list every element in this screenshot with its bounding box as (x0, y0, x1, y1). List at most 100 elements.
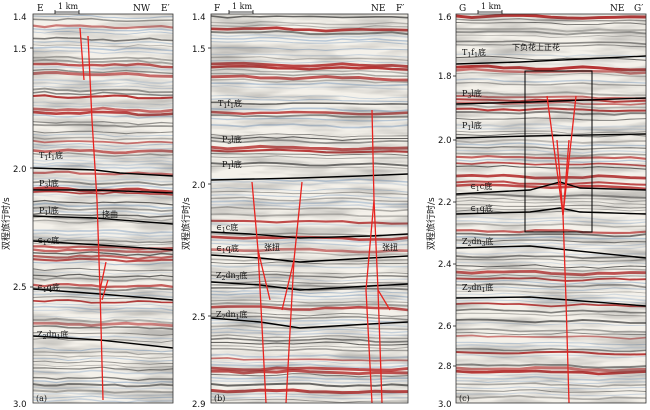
panel-c-left-label: G (459, 4, 466, 14)
fault-c-3 (556, 139, 564, 216)
panel-c-tick-2.8: 2.8 (438, 362, 452, 372)
horizon-label-p1l: P1l底 (222, 159, 242, 171)
fault-b-6 (365, 199, 375, 403)
horizon-a-t1f1 (33, 167, 173, 177)
panel-a: E NW E′ 1 km 1.4 1.5 2.0 2.5 3.0 双程旅行时/s… (0, 2, 174, 410)
horizon-label-p3l: P3l底 (39, 178, 59, 190)
panel-b-annotation-transtension-1: 张扭 (264, 242, 280, 252)
horizon-label-t1f1: T1f1底 (218, 98, 242, 110)
horizon-label-p3l: P3l底 (462, 88, 482, 100)
horizon-label-e1c: ∈1c底 (37, 235, 59, 247)
panel-a-tick-2.5: 2.5 (13, 283, 27, 293)
horizon-label-e1q: ∈1q底 (470, 203, 493, 215)
panel-c-right-label: G′ (634, 4, 643, 14)
horizon-c-e1q (456, 207, 646, 215)
panel-b-annotation-transtension-2: 张扭 (382, 242, 398, 252)
horizon-label-p1l: P1l底 (39, 205, 59, 217)
horizon-a-z2dn1 (33, 335, 173, 349)
horizon-c-z2dn3 (456, 245, 646, 259)
panel-c: G NE G′ 1 km 1.6 1.8 2.0 2.2 2.4 2.6 2.8… (425, 2, 647, 410)
fault-b-7 (377, 289, 391, 311)
panel-c-tick-2.2: 2.2 (438, 198, 452, 208)
horizon-label-z2dn1: Z2dn1底 (216, 309, 248, 321)
horizon-a-e1c (33, 240, 173, 251)
fault-c-1 (546, 95, 564, 216)
horizon-label-e1q: ∈1q底 (216, 243, 239, 255)
panel-a-y-axis-title: 双程旅行时/s (0, 197, 12, 250)
panel-b-y-axis-title: 双程旅行时/s (180, 197, 192, 250)
horizon-a-p3l (33, 189, 173, 194)
panel-c-tick-1.6: 1.6 (438, 13, 452, 23)
horizon-label-p1l: P1l底 (462, 120, 482, 132)
panel-c-annotation-flower: 下负花上正花 (512, 42, 560, 52)
panel-b-horizon-labels: T1f1底 P3l底 P1l底 ∈1c底 ∈1q底 Z2dn3底 Z2dn1底 (216, 98, 248, 321)
fault-a-main (87, 35, 104, 401)
panel-a-tick-2.0: 2.0 (13, 165, 27, 175)
fault-a-branch-3 (101, 279, 109, 301)
svg-text:1 km: 1 km (481, 2, 501, 11)
panel-a-faults (79, 27, 109, 401)
panel-b-scale-bar: 1 km (228, 2, 254, 14)
panel-c-label: (c) (459, 394, 470, 403)
panel-a-tick-3.0: 3.0 (13, 400, 27, 410)
horizon-b-z2dn3 (211, 281, 408, 291)
panel-b-faults (251, 109, 391, 403)
horizon-label-z2dn1: Z2dn1底 (37, 329, 69, 341)
fault-b-3 (257, 249, 271, 301)
horizon-label-e1q: ∈1q底 (37, 282, 60, 294)
panel-a-direction: NW (133, 4, 151, 14)
horizon-a-p1l (33, 215, 173, 225)
panel-c-tick-2.4: 2.4 (438, 260, 452, 270)
horizon-b-e1q (211, 254, 408, 263)
panel-b-tick-1.4: 1.4 (192, 13, 206, 23)
horizon-c-p1l (456, 133, 646, 139)
flower-structure-box (524, 70, 593, 233)
panel-b-frame (210, 13, 409, 404)
panel-c-tick-2.6: 2.6 (438, 322, 452, 332)
horizon-label-p3l: P3l底 (222, 134, 242, 146)
panel-b-tick-2.0: 2.0 (192, 181, 206, 191)
fault-c-main (562, 214, 570, 403)
fault-a-branch-1 (79, 27, 85, 81)
panel-c-tick-2.0: 2.0 (438, 136, 452, 146)
panel-a-horizon-labels: T1f1底 P3l底 P1l底 ∈1c底 ∈1q底 Z2dn1底 (37, 150, 69, 341)
panel-a-left-label: E (37, 4, 44, 14)
panel-b: F NE F′ 1 km 1.4 1.5 2.0 2.5 2.9 双程旅行时/s… (180, 2, 409, 410)
panel-c-scale-bar: 1 km (477, 2, 503, 14)
panel-b-tick-2.5: 2.5 (192, 313, 206, 323)
horizon-b-e1c (211, 231, 408, 239)
panel-b-tick-2.9: 2.9 (192, 400, 206, 410)
panel-a-label: (a) (36, 394, 47, 403)
horizon-c-t1f1 (456, 55, 646, 65)
panel-a-tick-1.4: 1.4 (13, 13, 27, 23)
horizon-label-e1c: ∈1c底 (216, 222, 238, 234)
panel-a-annotation-flexure: 挠曲 (102, 209, 118, 219)
panel-b-noise (211, 14, 408, 403)
fault-a-branch-2 (99, 261, 107, 291)
horizon-c-z2dn1 (456, 296, 646, 307)
panel-a-scale-bar: 1 km (54, 2, 80, 14)
horizon-label-z2dn1: Z2dn1底 (462, 282, 494, 294)
panel-a-noise (33, 14, 173, 403)
horizon-label-z2dn3: Z2dn3底 (462, 236, 494, 248)
panel-b-horizons (211, 173, 408, 329)
panel-b-tick-1.5: 1.5 (192, 45, 206, 55)
horizon-b-z2dn1 (211, 317, 408, 329)
horizon-label-t1f1: T1f1底 (39, 150, 63, 162)
horizon-label-t1f1: T1f1底 (462, 47, 486, 59)
svg-text:1 km: 1 km (232, 2, 252, 11)
panel-c-tick-3.0: 3.0 (438, 400, 452, 410)
fault-c-4 (562, 139, 570, 216)
svg-text:1 km: 1 km (58, 2, 78, 11)
panel-b-left-label: F (214, 4, 220, 14)
panel-a-tick-1.5: 1.5 (13, 45, 27, 55)
panel-b-label: (b) (214, 394, 225, 403)
panel-c-horizon-labels: T1f1底 P3l底 P1l底 ∈1c底 ∈1q底 Z2dn3底 Z2dn1底 (462, 47, 494, 294)
panel-a-frame (32, 13, 174, 404)
panel-b-right-label: F′ (396, 4, 404, 14)
fault-b-5 (371, 109, 383, 403)
horizon-label-z2dn3: Z2dn3底 (216, 270, 248, 282)
panel-c-faults (546, 95, 577, 403)
panel-c-tick-1.8: 1.8 (438, 72, 452, 82)
